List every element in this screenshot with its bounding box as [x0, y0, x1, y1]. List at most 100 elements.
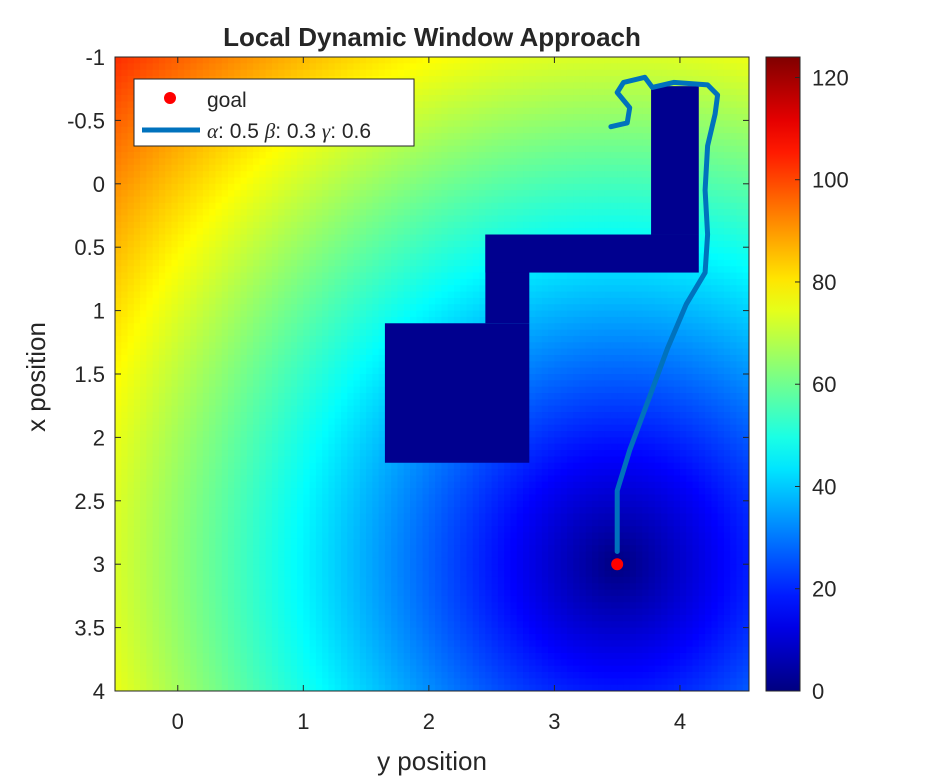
heatmap-cell: [115, 608, 122, 616]
heatmap-cell: [328, 526, 336, 534]
heatmap-cell: [353, 475, 361, 483]
heatmap-cell: [184, 424, 191, 432]
heatmap-cell: [190, 183, 198, 191]
heatmap-cell: [202, 240, 210, 248]
heatmap-cell: [240, 412, 248, 419]
heatmap-cell: [133, 259, 141, 267]
heatmap-cell: [253, 259, 260, 267]
heatmap-cell: [372, 691, 379, 698]
heatmap-cell: [410, 583, 417, 591]
heatmap-cell: [158, 671, 166, 679]
heatmap-cell: [378, 418, 386, 426]
heatmap-cell: [315, 278, 323, 286]
heatmap-cell: [303, 164, 311, 172]
heatmap-cell: [259, 570, 267, 578]
heatmap-cell: [240, 418, 248, 426]
heatmap-cell: [265, 545, 273, 553]
heatmap-cell: [240, 228, 248, 236]
heatmap-cell: [246, 310, 254, 318]
heatmap-cell: [121, 424, 129, 432]
heatmap-cell: [158, 171, 166, 179]
heatmap-cell: [378, 329, 386, 337]
heatmap-cell: [347, 456, 355, 464]
heatmap-cell: [115, 304, 122, 312]
heatmap-cell: [416, 684, 424, 691]
heatmap-cell: [278, 678, 286, 686]
heatmap-cell: [416, 107, 424, 115]
heatmap-cell: [347, 500, 355, 508]
heatmap-cell: [315, 171, 323, 179]
heatmap-cell: [133, 247, 141, 255]
heatmap-cell: [152, 272, 160, 280]
heatmap-cell: [227, 671, 235, 679]
heatmap-cell: [328, 462, 336, 470]
heatmap-cell: [196, 456, 204, 464]
heatmap-cell: [177, 538, 185, 546]
heatmap-cell: [353, 424, 361, 432]
heatmap-cell: [284, 171, 292, 179]
heatmap-cell: [121, 462, 129, 470]
heatmap-cell: [303, 602, 311, 610]
heatmap-cell: [410, 228, 417, 236]
heatmap-cell: [221, 519, 229, 527]
heatmap-cell: [234, 551, 242, 559]
heatmap-cell: [403, 665, 411, 673]
heatmap-cell: [378, 304, 386, 312]
heatmap-cell: [334, 266, 342, 274]
heatmap-cell: [165, 602, 173, 610]
heatmap-cell: [271, 361, 279, 369]
heatmap-cell: [265, 405, 273, 413]
heatmap-cell: [146, 633, 154, 641]
heatmap-cell: [391, 285, 399, 293]
heatmap-cell: [372, 564, 380, 572]
heatmap-cell: [202, 519, 210, 527]
heatmap-cell: [322, 393, 330, 400]
heatmap-cell: [227, 247, 235, 255]
heatmap-cell: [209, 259, 217, 267]
heatmap-cell: [265, 627, 273, 635]
heatmap-cell: [127, 488, 135, 496]
heatmap-cell: [240, 583, 248, 591]
heatmap-cell: [140, 399, 147, 407]
heatmap-cell: [184, 469, 191, 477]
heatmap-cell: [278, 177, 286, 185]
heatmap-cell: [165, 316, 173, 324]
heatmap-cell: [315, 158, 323, 166]
heatmap-cell: [196, 621, 204, 629]
heatmap-cell: [115, 557, 122, 565]
heatmap-cell: [127, 564, 135, 572]
heatmap-cell: [372, 348, 380, 356]
heatmap-cell: [290, 196, 298, 204]
heatmap-cell: [115, 431, 122, 438]
heatmap-cell: [246, 297, 254, 305]
heatmap-cell: [158, 310, 166, 318]
heatmap-cell: [146, 253, 154, 261]
heatmap-cell: [146, 348, 154, 356]
heatmap-cell: [278, 570, 286, 578]
heatmap-cell: [340, 589, 348, 597]
heatmap-cell: [253, 678, 260, 686]
heatmap-cell: [152, 494, 160, 502]
heatmap-cell: [221, 405, 229, 413]
heatmap-cell: [359, 348, 367, 356]
heatmap-cell: [209, 640, 217, 648]
heatmap-cell: [265, 494, 273, 502]
heatmap-cell: [303, 494, 311, 502]
heatmap-cell: [335, 691, 342, 698]
heatmap-cell: [133, 462, 141, 470]
heatmap-cell: [366, 589, 373, 597]
heatmap-cell: [271, 659, 279, 667]
heatmap-cell: [353, 215, 361, 223]
heatmap-cell: [240, 57, 248, 64]
heatmap-cell: [315, 576, 323, 584]
heatmap-cell: [340, 380, 348, 388]
heatmap-cell: [190, 564, 198, 572]
heatmap-cell: [121, 652, 129, 660]
heatmap-cell: [221, 399, 229, 407]
heatmap-cell: [121, 418, 129, 426]
heatmap-cell: [158, 431, 166, 438]
heatmap-cell: [422, 82, 430, 90]
heatmap-cell: [215, 418, 223, 426]
heatmap-cell: [234, 564, 242, 572]
heatmap-cell: [152, 183, 160, 191]
